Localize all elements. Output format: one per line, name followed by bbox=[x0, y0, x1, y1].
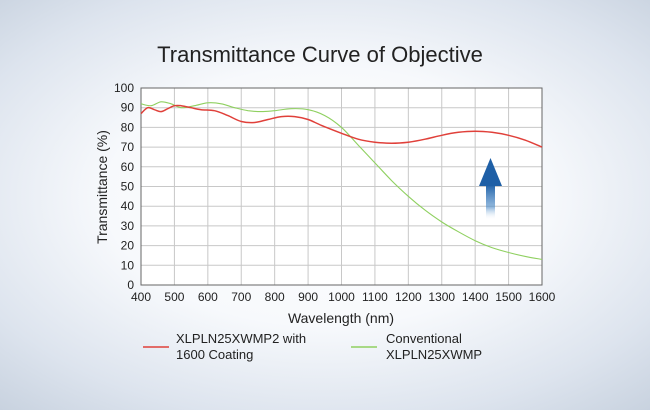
y-tick-label-50: 50 bbox=[121, 180, 135, 194]
series-group bbox=[140, 101, 543, 260]
legend-label-coated-line1: XLPLN25XWMP2 with bbox=[176, 331, 306, 346]
up-arrow-annotation bbox=[479, 158, 502, 220]
y-tick-label-0: 0 bbox=[127, 278, 134, 292]
y-tick-label-60: 60 bbox=[121, 160, 135, 174]
y-tick-label-30: 30 bbox=[121, 219, 135, 233]
x-tick-label-800: 800 bbox=[265, 290, 285, 304]
x-tick-label-1300: 1300 bbox=[428, 290, 455, 304]
y-axis-title: Transmittance (%) bbox=[94, 130, 110, 244]
y-tick-label-70: 70 bbox=[121, 140, 135, 154]
x-tick-labels: 400 500 600 700 800 900 1000 1100 1200 1300 1400 15… bbox=[131, 290, 556, 304]
x-tick-label-1400: 1400 bbox=[462, 290, 489, 304]
legend: XLPLN25XWMP2 with 1600 Coating Conventio… bbox=[143, 331, 482, 362]
y-tick-label-40: 40 bbox=[121, 199, 135, 213]
y-tick-label-100: 100 bbox=[114, 81, 134, 95]
x-tick-label-600: 600 bbox=[198, 290, 218, 304]
x-tick-label-500: 500 bbox=[164, 290, 184, 304]
x-tick-label-700: 700 bbox=[231, 290, 251, 304]
y-tick-label-80: 80 bbox=[121, 120, 135, 134]
series-line-coated bbox=[140, 104, 543, 148]
x-axis-title: Wavelength (nm) bbox=[288, 310, 394, 326]
y-tick-label-10: 10 bbox=[121, 258, 135, 272]
y-tick-label-90: 90 bbox=[121, 101, 135, 115]
legend-label-conventional-line2: XLPLN25XWMP bbox=[386, 347, 482, 362]
plot-border bbox=[140, 87, 543, 286]
x-tick-label-1500: 1500 bbox=[495, 290, 522, 304]
x-tick-label-1100: 1100 bbox=[362, 290, 388, 304]
legend-label-conventional-line1: Conventional bbox=[386, 331, 462, 346]
legend-label-coated-line2: 1600 Coating bbox=[176, 347, 253, 362]
x-tick-label-900: 900 bbox=[298, 290, 318, 304]
x-tick-label-400: 400 bbox=[131, 290, 151, 304]
chart-title: Transmittance Curve of Objective bbox=[157, 42, 483, 67]
x-tick-label-1000: 1000 bbox=[328, 290, 355, 304]
y-tick-labels: 0 10 20 30 40 50 60 70 80 90 100 bbox=[114, 81, 134, 292]
x-tick-label-1600: 1600 bbox=[529, 290, 556, 304]
y-tick-label-20: 20 bbox=[121, 239, 135, 253]
x-tick-label-1200: 1200 bbox=[395, 290, 422, 304]
